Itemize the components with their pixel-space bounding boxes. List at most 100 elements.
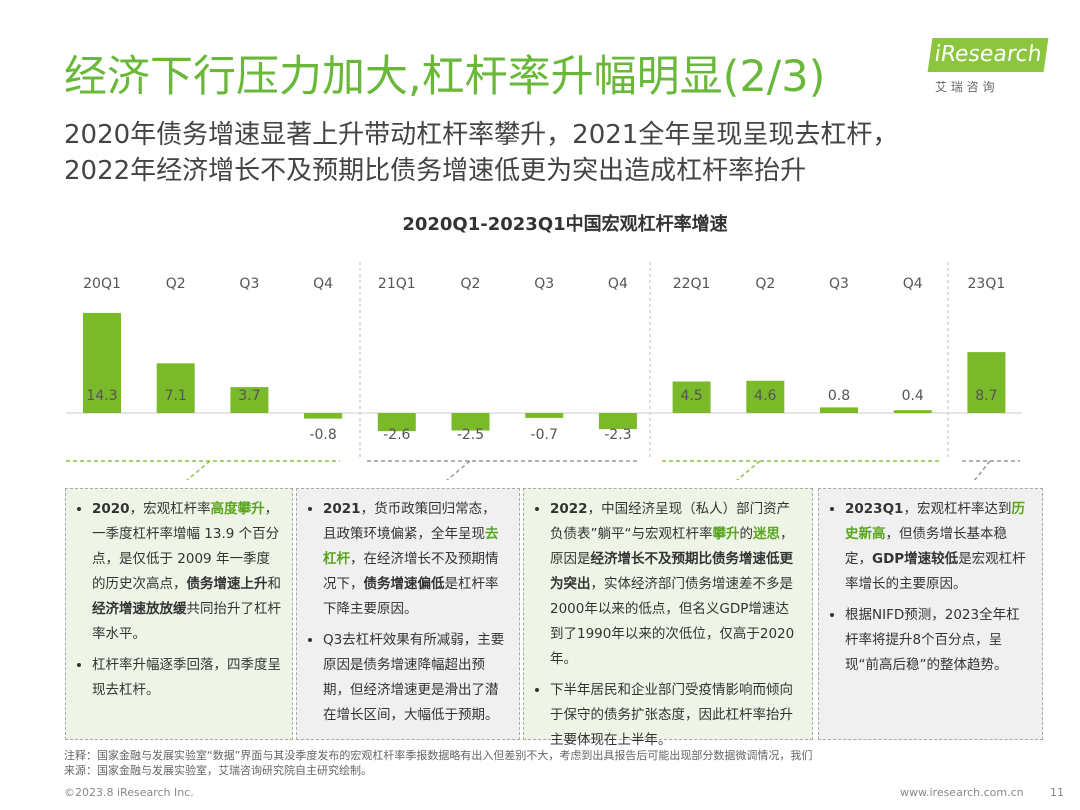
x-tick-label: 22Q1 <box>673 276 711 292</box>
text-run: ，实体经济部门债务增速差不多是2000年以来的低点，但名义GDP增速达到了199… <box>550 576 795 667</box>
data-label: 0.8 <box>828 388 850 404</box>
text-run: 和 <box>267 576 282 592</box>
data-label: -0.7 <box>531 427 558 443</box>
bullet-list: 2020，宏观杠杆率高度攀升，一季度杠杆率增幅 13.9 个百分点，是仅低于 2… <box>76 497 282 703</box>
data-label: -2.5 <box>457 427 484 443</box>
chart-title: 2020Q1-2023Q1中国宏观杠杆率增速 <box>402 213 727 235</box>
x-tick-label: 23Q1 <box>968 276 1006 292</box>
text-run: 是杠杆率下降主要原因。 <box>323 576 499 617</box>
text-run: 高度攀升 <box>210 501 265 517</box>
bar <box>83 312 121 413</box>
x-tick-label: Q4 <box>903 276 923 292</box>
data-label: 7.1 <box>165 388 187 404</box>
note: 注释：国家金融与发展实验室“数据”界面与其没季度发布的宏观杠杆率季报数据略有出入… <box>64 749 813 762</box>
text-run: 攀升 <box>712 526 740 542</box>
bullet: 2022，中国经济呈现（私人）部门资产负债表”躺平“与宏观杠杆率攀升的迷思，原因… <box>550 497 802 672</box>
bar <box>230 387 269 413</box>
text-run: 2023Q1 <box>845 501 904 517</box>
text-run: 杠杆率升幅逐季回落，四季度呈现去杠杆。 <box>92 657 281 698</box>
x-tick-label: Q3 <box>829 276 849 292</box>
x-tick-label: Q2 <box>755 276 775 292</box>
logo-cn: 艾 瑞 咨 询 <box>935 80 995 94</box>
x-tick-label: Q3 <box>239 276 259 292</box>
bar <box>156 363 195 413</box>
bullet: 2021，货币政策回归常态，且政策环境偏紧，全年呈现去杠杆，在经济增长不及预期情… <box>323 497 509 622</box>
text-run: 历史新高 <box>845 501 1025 542</box>
bullet-list: 2022，中国经济呈现（私人）部门资产负债表”躺平“与宏观杠杆率攀升的迷思，原因… <box>534 497 802 753</box>
bar <box>525 413 564 418</box>
x-tick-label: 20Q1 <box>83 276 121 292</box>
text-run: 2021 <box>323 501 361 517</box>
x-tick-label: 21Q1 <box>378 276 416 292</box>
text-run: ，原因是 <box>550 526 794 567</box>
text-run: 迷思 <box>753 526 780 542</box>
title: 经济下行压力加大,杠杆率升幅明显(2/3) <box>64 52 826 102</box>
text-run: ，宏观杠杆率达到 <box>903 501 1012 517</box>
bullet: Q3去杠杆效果有所减弱，主要原因是债务增速降幅超出预期，但经济增速更是滑出了潜在… <box>323 628 509 728</box>
source: 来源：国家金融与发展实验室，艾瑞咨询研究院自主研究绘制。 <box>64 764 372 777</box>
copyright: ©2023.8 iResearch Inc. <box>64 786 194 799</box>
bar <box>377 413 416 432</box>
text-box: 2021，货币政策回归常态，且政策环境偏紧，全年呈现去杠杆，在经济增长不及预期情… <box>296 488 520 740</box>
subtitle: 2022年经济增长不及预期比债务增速低更为突出造成杠杆率抬升 <box>64 156 807 186</box>
text-run: 2020 <box>92 501 130 517</box>
data-label: 14.3 <box>86 388 117 404</box>
x-tick-label: Q4 <box>313 276 333 292</box>
bullet: 2020，宏观杠杆率高度攀升，一季度杠杆率增幅 13.9 个百分点，是仅低于 2… <box>92 497 282 647</box>
text-run: 经济增速放放缓 <box>92 601 187 617</box>
url: www.iresearch.com.cn <box>900 786 1024 799</box>
bar <box>304 413 343 419</box>
bullet: 下半年居民和企业部门受疫情影响而倾向于保守的债务扩张态度，因此杠杆率抬升主要体现… <box>550 678 802 753</box>
text-run: ，在经济增长不及预期情况下， <box>323 551 499 592</box>
text-box: 2020，宏观杠杆率高度攀升，一季度杠杆率增幅 13.9 个百分点，是仅低于 2… <box>65 488 293 740</box>
bullet-list: 2021，货币政策回归常态，且政策环境偏紧，全年呈现去杠杆，在经济增长不及预期情… <box>307 497 509 728</box>
text-run: 债务增速上升 <box>186 576 268 592</box>
text-box: 2022，中国经济呈现（私人）部门资产负债表”躺平“与宏观杠杆率攀升的迷思，原因… <box>523 488 813 748</box>
chart: 2020Q1-2023Q1中国宏观杠杆率增速 20Q1 14.3 Q2 7.1 Q3 3.… <box>66 213 1022 480</box>
x-tick-label: Q2 <box>166 276 186 292</box>
text-run: 经济增长不及预期比债务增速低更为突出 <box>550 551 793 592</box>
data-label: 8.7 <box>975 388 997 404</box>
bar <box>893 410 932 413</box>
bullet-list: 2023Q1，宏观杠杆率达到历史新高，但债务增长基本稳定，GDP增速较低是宏观杠… <box>829 497 1032 678</box>
text-run: ，中国经济呈现（私人）部门资产负债表”躺平“与宏观杠杆率 <box>550 501 791 542</box>
bar <box>672 381 711 413</box>
bullet: 2023Q1，宏观杠杆率达到历史新高，但债务增长基本稳定，GDP增速较低是宏观杠… <box>845 497 1032 597</box>
data-label: 4.5 <box>680 388 702 404</box>
data-label: 3.7 <box>238 388 260 404</box>
text-run: ，一季度杠杆率增幅 13.9 个百分点，是仅低于 2009 年一季度的历史次高点… <box>92 501 280 592</box>
data-label: 4.6 <box>754 388 776 404</box>
text-run: 的 <box>739 526 754 542</box>
bullet: 杠杆率升幅逐季回落，四季度呈现去杠杆。 <box>92 653 282 703</box>
x-tick-label: Q4 <box>608 276 628 292</box>
text-run: Q3去杠杆效果有所减弱，主要原因是债务增速降幅超出预期，但经济增速更是滑出了潜在… <box>323 632 505 723</box>
text-run: 去杠杆 <box>323 526 499 567</box>
text-run: 根据NIFD预测，2023全年杠杆率将提升8个百分点，呈现“前高后稳”的整体趋势… <box>845 607 1020 673</box>
text-run: ，宏观杠杆率 <box>129 501 211 517</box>
bar <box>820 407 858 413</box>
x-tick-label: Q3 <box>534 276 554 292</box>
page-number: 11 <box>1050 786 1064 799</box>
text-run: 2022 <box>550 501 588 517</box>
brackets <box>66 460 1020 480</box>
bar <box>746 380 785 413</box>
text-run: GDP增速较低 <box>872 551 959 567</box>
text-box: 2023Q1，宏观杠杆率达到历史新高，但债务增长基本稳定，GDP增速较低是宏观杠… <box>818 488 1043 740</box>
text-run: ，货币政策回归常态，且政策环境偏紧，全年呈现 <box>323 501 496 542</box>
data-label: 0.4 <box>902 388 924 404</box>
x-tick-label: Q2 <box>461 276 481 292</box>
data-label: -2.6 <box>383 427 410 443</box>
bullet: 根据NIFD预测，2023全年杠杆率将提升8个百分点，呈现“前高后稳”的整体趋势… <box>845 603 1032 678</box>
text-run: 债务增速偏低 <box>363 576 445 592</box>
data-label: -0.8 <box>309 427 336 443</box>
bar <box>967 352 1006 413</box>
bar <box>598 413 637 430</box>
bar <box>451 413 490 431</box>
text-run: 下半年居民和企业部门受疫情影响而倾向于保守的债务扩张态度，因此杠杆率抬升主要体现… <box>550 682 793 748</box>
data-label: -2.3 <box>604 427 631 443</box>
text-run: ，但债务增长基本稳定， <box>845 526 1007 567</box>
text-run: 是宏观杠杆率增长的主要原因。 <box>845 551 1026 592</box>
subtitle: 2020年债务增速显著上升带动杠杆率攀升，2021全年呈现呈现去杠杆， <box>64 120 899 150</box>
text-run: 共同抬升了杠杆率水平。 <box>92 601 281 642</box>
